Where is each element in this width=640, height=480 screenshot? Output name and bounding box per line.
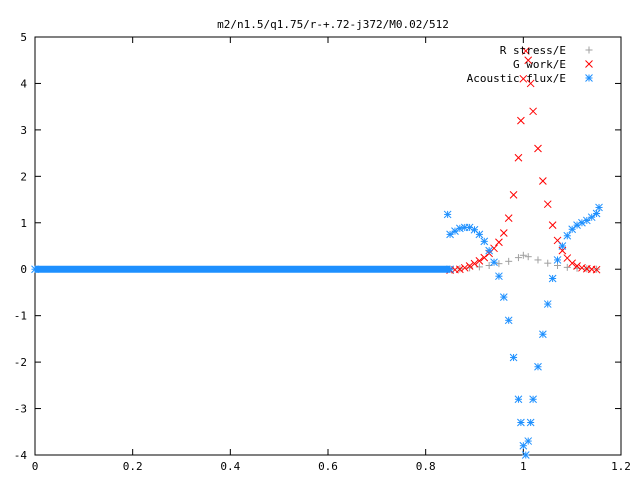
data-point — [446, 265, 454, 274]
data-point — [539, 177, 547, 185]
data-point — [587, 213, 596, 222]
data-point — [558, 242, 567, 250]
data-point — [31, 265, 39, 274]
data-point — [446, 230, 454, 239]
data-point — [526, 79, 535, 88]
x-tick-label: 1.2 — [611, 460, 631, 473]
x-tick-label: 0.2 — [123, 460, 143, 473]
data-point — [475, 230, 484, 239]
data-point — [521, 47, 530, 55]
data-point — [521, 451, 530, 459]
chart-title: m2/n1.5/q1.75/r-+.72-j372/M0.02/512 — [217, 18, 449, 31]
data-point — [563, 231, 572, 240]
data-point — [455, 265, 464, 274]
legend-marker — [585, 46, 593, 54]
x-tick-label: 1 — [520, 460, 527, 473]
x-tick-label: 0.4 — [220, 460, 240, 473]
data-point — [509, 353, 518, 362]
series-r-stress-e — [446, 251, 601, 273]
data-point — [524, 56, 533, 65]
data-point — [509, 191, 518, 199]
series-acoustic-flux-e — [31, 203, 603, 459]
series-layer — [31, 47, 603, 459]
data-point — [592, 265, 601, 274]
data-point — [460, 263, 469, 272]
y-tick-label: 1 — [20, 217, 27, 230]
legend-label: G work/E — [513, 58, 566, 71]
x-tick-label: 0.6 — [318, 460, 338, 473]
data-point — [543, 200, 552, 209]
data-point — [485, 246, 494, 255]
data-point — [504, 316, 513, 325]
data-point — [582, 216, 591, 225]
data-point — [443, 210, 452, 219]
y-tick-label: 4 — [20, 77, 27, 90]
data-point — [514, 395, 523, 404]
data-point — [455, 224, 464, 233]
data-point — [548, 274, 557, 283]
x-tick-label: 0.8 — [416, 460, 436, 473]
data-point — [495, 260, 503, 268]
data-point — [505, 257, 513, 265]
y-tick-label: 0 — [20, 263, 27, 276]
data-point — [578, 263, 586, 272]
data-point — [470, 225, 479, 234]
data-point — [568, 259, 577, 268]
data-point — [514, 254, 522, 262]
data-point — [475, 257, 484, 265]
data-point — [490, 258, 498, 267]
x-axis: 0 0.2 0.4 0.6 0.8 1 1.2 — [32, 37, 631, 473]
y-tick-label: -4 — [14, 449, 28, 462]
y-tick-label: -1 — [14, 310, 27, 323]
data-point — [529, 395, 537, 404]
legend-label: Acoustic flux/E — [467, 72, 566, 85]
data-point — [519, 74, 528, 83]
series-g-work-e — [446, 47, 601, 275]
data-point — [544, 259, 552, 267]
plot-frame — [34, 36, 622, 456]
data-point — [480, 237, 489, 246]
data-point — [495, 238, 503, 247]
data-point — [595, 203, 603, 212]
data-point — [573, 262, 581, 270]
data-point — [519, 251, 527, 259]
legend-label: R stress/E — [500, 44, 566, 57]
data-point — [465, 262, 474, 270]
data-point — [475, 263, 483, 271]
data-point — [543, 300, 552, 308]
y-tick-label: 5 — [20, 31, 27, 44]
data-point — [524, 437, 533, 445]
y-tick-label: 3 — [20, 124, 27, 137]
data-point — [548, 221, 557, 229]
data-point — [563, 263, 571, 271]
y-axis: -4 -3 -2 -1 0 1 2 3 4 5 — [14, 31, 621, 462]
plot-border — [34, 36, 622, 456]
y-tick-label: -3 — [14, 403, 27, 416]
data-point — [529, 107, 537, 116]
data-point — [524, 253, 532, 261]
legend-marker — [585, 60, 593, 68]
data-point — [514, 153, 523, 162]
data-point — [592, 209, 601, 218]
data-point — [553, 256, 562, 264]
data-point — [517, 116, 525, 125]
data-point — [534, 144, 542, 153]
legend-marker — [585, 74, 593, 82]
data-point — [499, 293, 508, 301]
data-point — [517, 418, 525, 427]
data-point — [495, 272, 503, 281]
data-point — [534, 256, 542, 264]
x-tick-label: 0 — [32, 460, 39, 473]
y-tick-label: 2 — [20, 170, 27, 183]
data-point — [470, 259, 479, 268]
data-point — [504, 214, 513, 222]
y-tick-label: -2 — [14, 356, 27, 369]
data-point — [534, 362, 542, 371]
data-point — [499, 229, 508, 237]
data-point — [539, 330, 547, 339]
data-point — [526, 418, 535, 427]
data-point — [485, 262, 493, 270]
